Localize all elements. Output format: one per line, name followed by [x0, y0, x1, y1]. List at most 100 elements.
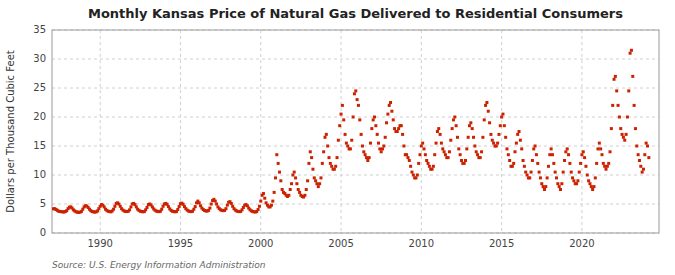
point [476, 153, 479, 156]
point [511, 165, 514, 168]
point [543, 188, 546, 191]
point [613, 78, 616, 81]
point [530, 171, 533, 174]
point [306, 179, 309, 182]
point [377, 142, 380, 145]
point [485, 101, 488, 104]
point [567, 153, 570, 156]
point [323, 136, 326, 139]
point [293, 171, 296, 174]
point [271, 200, 274, 203]
point [611, 104, 614, 107]
point [491, 139, 494, 142]
point [505, 147, 508, 150]
chart-container: 0510152025303519901995200020052010201520… [0, 0, 675, 275]
point [535, 153, 538, 156]
point [570, 171, 573, 174]
point [350, 139, 353, 142]
point [568, 162, 571, 165]
point [322, 150, 325, 153]
point [551, 153, 554, 156]
point [609, 150, 612, 153]
point [626, 116, 629, 119]
point [638, 159, 641, 162]
point [389, 101, 392, 104]
point [313, 176, 316, 179]
point [534, 145, 537, 148]
point [428, 165, 431, 168]
point [583, 156, 586, 159]
point [519, 139, 522, 142]
point [637, 153, 640, 156]
point [555, 176, 558, 179]
point [353, 92, 356, 95]
point [378, 147, 381, 150]
point [369, 142, 372, 145]
x-grid-line [581, 30, 582, 233]
point [326, 145, 329, 148]
point [392, 118, 395, 121]
plot-frame [52, 30, 659, 233]
point [449, 139, 452, 142]
point [607, 162, 610, 165]
point [295, 182, 298, 185]
point [431, 168, 434, 171]
point [479, 156, 482, 159]
point [646, 145, 649, 148]
point [508, 159, 511, 162]
point [390, 110, 393, 113]
point [192, 208, 195, 211]
y-grid-line [52, 204, 659, 205]
point [420, 145, 423, 148]
point [630, 49, 633, 52]
point [315, 182, 318, 185]
point [208, 207, 211, 210]
point [576, 179, 579, 182]
point [507, 153, 510, 156]
point [370, 127, 373, 130]
point [421, 142, 424, 145]
point [414, 176, 417, 179]
y-tick-label: 0 [40, 227, 46, 238]
point [287, 194, 290, 197]
point [614, 75, 617, 78]
point [342, 118, 345, 121]
point [340, 113, 343, 116]
point [341, 104, 344, 107]
point [634, 127, 637, 130]
point [598, 142, 601, 145]
point [603, 165, 606, 168]
point [481, 136, 484, 139]
point [556, 182, 559, 185]
point [338, 124, 341, 127]
point [492, 142, 495, 145]
y-tick-label: 35 [33, 24, 46, 35]
point [337, 139, 340, 142]
point [642, 168, 645, 171]
y-tick-label: 20 [33, 111, 46, 122]
point [412, 174, 415, 177]
x-tick-label: 1995 [168, 238, 193, 249]
point [457, 147, 460, 150]
point [523, 165, 526, 168]
point [349, 147, 352, 150]
point [129, 205, 132, 208]
point [602, 162, 605, 165]
point [328, 156, 331, 159]
y-grid-line [52, 88, 659, 89]
point [329, 162, 332, 165]
point [194, 205, 197, 208]
point [310, 156, 313, 159]
point [600, 153, 603, 156]
x-grid-line [501, 30, 502, 233]
x-grid-line [100, 30, 101, 233]
point [416, 174, 419, 177]
y-grid-line [52, 146, 659, 147]
point [198, 201, 201, 204]
point [590, 185, 593, 188]
point [444, 153, 447, 156]
point [500, 116, 503, 119]
point [451, 127, 454, 130]
point [501, 113, 504, 116]
point [128, 208, 131, 211]
